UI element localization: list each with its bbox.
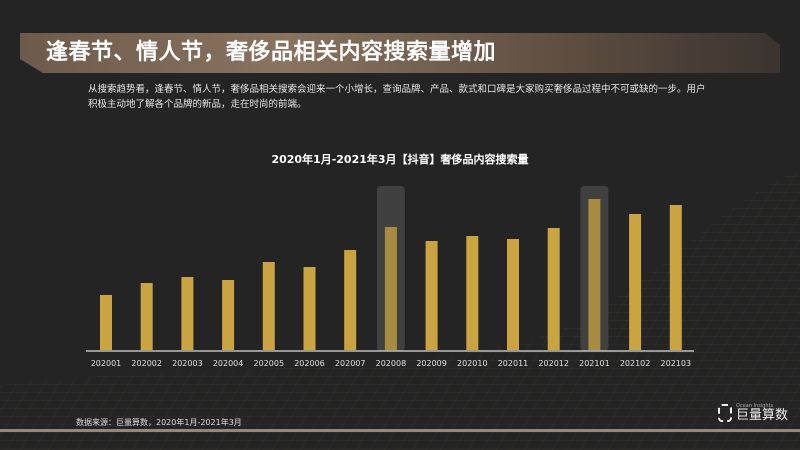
bar-202005 xyxy=(262,262,275,350)
logo-icon xyxy=(718,404,732,422)
bar-202009 xyxy=(425,241,438,350)
page-title: 逢春节、情人节，奢侈品相关内容搜索量增加 xyxy=(46,40,497,65)
x-tick-label: 202103 xyxy=(661,359,692,368)
bar-202012 xyxy=(547,228,560,350)
bar-202103 xyxy=(669,205,682,350)
bar-202011 xyxy=(507,239,519,350)
x-tick-label: 202009 xyxy=(416,359,447,368)
x-tick-label: 202004 xyxy=(213,359,244,368)
bar-202101 xyxy=(588,199,601,350)
brand-logo: Ocean Insights 巨量算数 xyxy=(718,403,788,423)
x-tick-label: 202002 xyxy=(131,359,162,368)
x-tick-label: 202001 xyxy=(91,359,122,368)
x-tick-label: 202010 xyxy=(457,359,488,368)
bar-202010 xyxy=(466,236,479,350)
decorative-mesh xyxy=(0,170,800,450)
bar-202006 xyxy=(303,267,316,350)
logo-subtitle: Ocean Insights xyxy=(736,403,774,409)
data-source: 数据来源：巨量算数，2020年1月-2021年3月 xyxy=(76,418,242,427)
x-tick-label: 202012 xyxy=(538,359,569,368)
x-tick-label: 202005 xyxy=(254,359,285,368)
bar-202007 xyxy=(344,250,357,350)
x-tick-label: 202102 xyxy=(620,359,651,368)
chart-title: 2020年1月-2021年3月【抖音】奢侈品内容搜索量 xyxy=(271,153,529,166)
x-tick-label: 202006 xyxy=(294,359,325,368)
x-tick-label: 202011 xyxy=(498,359,529,368)
footer-divider xyxy=(0,429,800,432)
logo-text: 巨量算数 xyxy=(736,408,789,423)
bar-202001 xyxy=(100,295,112,350)
bar-202102 xyxy=(629,214,642,350)
bar-202004 xyxy=(222,280,235,350)
x-tick-label: 202003 xyxy=(172,359,203,368)
bar-202002 xyxy=(140,283,153,350)
title-banner xyxy=(20,33,780,73)
x-tick-label: 202008 xyxy=(376,359,407,368)
bar-202003 xyxy=(181,277,194,350)
x-tick-label: 202101 xyxy=(579,359,610,368)
description-text: 从搜索趋势看，逢春节、情人节，奢侈品相关搜索会迎来一个小增长，查询品牌、产品、款… xyxy=(88,84,706,110)
bar-202008 xyxy=(384,227,397,350)
x-tick-label: 202007 xyxy=(335,359,366,368)
